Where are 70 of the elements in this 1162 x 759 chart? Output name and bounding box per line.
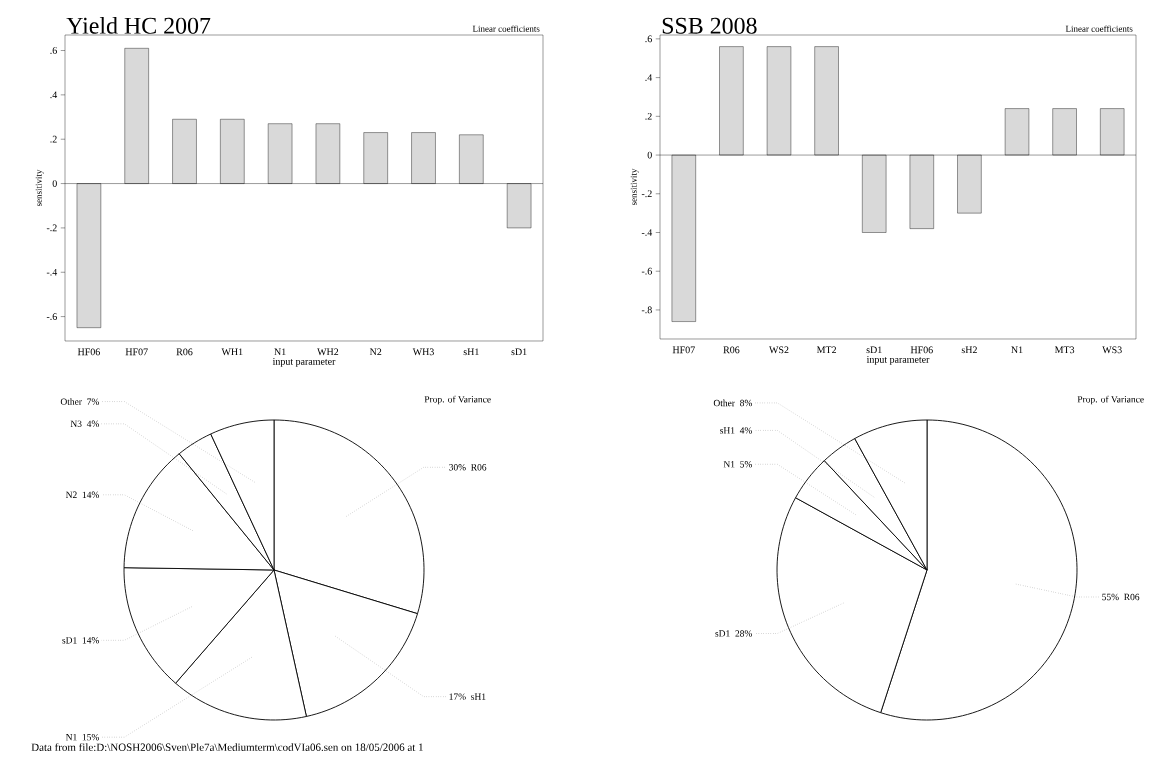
y-tick-label: .4	[645, 74, 653, 81]
data-label: 28%	[735, 630, 752, 637]
slice-label: R06	[1124, 593, 1140, 601]
x-tick-label: HF06	[910, 346, 933, 354]
chart-subtitle: Linear coefficients	[1065, 25, 1133, 32]
y-tick-label: -.4	[46, 268, 58, 276]
y-axis-title: sensitivity	[35, 169, 44, 207]
x-axis-title: input parameter	[866, 356, 930, 365]
data-label: 14%	[82, 637, 99, 644]
y-axis-title: sensitivity	[630, 168, 639, 206]
x-tick-label: HF07	[125, 348, 148, 356]
x-tick-label: WS3	[1102, 346, 1122, 354]
chart-title: Prop. of Variance	[1077, 395, 1144, 405]
data-label: 4%	[739, 427, 752, 434]
y-tick-label: .6	[645, 35, 652, 43]
y-tick-label: -.4	[641, 229, 653, 236]
slice-label: R06	[471, 464, 487, 471]
data-label: 30%	[449, 464, 466, 471]
x-tick-label: N1	[1011, 346, 1023, 354]
slice-label: sH1	[471, 693, 486, 700]
data-label: 14%	[82, 491, 99, 499]
slice-label: Other	[60, 398, 82, 405]
slice-label: N1	[65, 734, 77, 741]
slice-label: N1	[723, 461, 735, 468]
data-label: 7%	[87, 398, 99, 405]
y-tick-label: -.8	[641, 306, 652, 314]
x-tick-label: WH1	[221, 348, 243, 356]
x-tick-label: MT3	[1054, 346, 1075, 354]
chart-title: Prop. of Variance	[424, 395, 491, 405]
chart-subtitle: Linear coefficients	[472, 25, 540, 32]
y-tick-label: -.6	[641, 267, 652, 275]
text: Data from file:D:\NOSH2006\Sven\Ple7a\Mediumterm\codVIa06.sen on 18/05/2006 at 1	[31, 743, 423, 752]
slice-label: Other	[713, 399, 735, 407]
y-tick-label: -.2	[641, 190, 652, 198]
chart-title: SSB 2008	[662, 17, 757, 34]
x-tick-label: HF06	[77, 348, 100, 356]
data-label: 15%	[82, 733, 99, 741]
slice-label: sH1	[720, 427, 735, 434]
y-tick-label: .2	[50, 135, 57, 143]
x-tick-label: WH2	[317, 348, 339, 356]
x-tick-label: HF07	[672, 346, 695, 354]
data-label: 4%	[86, 420, 99, 428]
y-tick-label: .4	[50, 91, 58, 99]
chart-title: Yield HC 2007	[66, 16, 211, 34]
x-tick-label: sH1	[463, 348, 479, 356]
x-tick-label: N1	[274, 348, 286, 356]
x-tick-label: MT2	[816, 346, 837, 354]
y-tick-label: -.2	[46, 224, 57, 232]
y-tick-label: -.6	[46, 313, 57, 320]
x-tick-label: sH2	[961, 346, 977, 354]
x-tick-label: sD1	[511, 348, 527, 356]
x-tick-label: N2	[369, 348, 382, 356]
y-tick-label: .6	[50, 47, 57, 54]
data-label: 17%	[449, 693, 466, 700]
y-tick-label: 0	[52, 180, 57, 187]
y-tick-label: 0	[647, 151, 652, 159]
x-tick-label: sD1	[866, 346, 882, 354]
x-tick-label: R06	[176, 348, 193, 356]
x-axis-title: input parameter	[272, 358, 336, 367]
y-tick-label: .2	[645, 112, 652, 120]
slice-label: N3	[70, 420, 82, 428]
x-tick-label: WS2	[769, 346, 789, 354]
x-tick-label: WH3	[412, 348, 434, 356]
slice-label: sD1	[715, 630, 730, 637]
data-label: 8%	[740, 399, 752, 407]
slice-label: N2	[65, 491, 77, 498]
data-label: 55%	[1102, 593, 1119, 601]
slice-label: sD1	[62, 637, 77, 644]
x-tick-label: R06	[723, 346, 740, 354]
data-label: 5%	[740, 461, 752, 468]
